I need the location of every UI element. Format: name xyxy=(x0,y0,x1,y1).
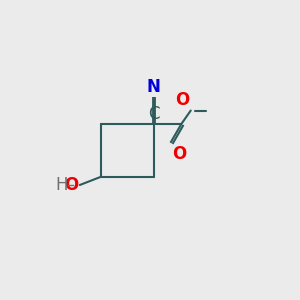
Text: H: H xyxy=(55,176,68,194)
Text: O: O xyxy=(172,145,186,163)
Text: O: O xyxy=(64,176,79,194)
Text: O: O xyxy=(175,91,190,109)
Text: C: C xyxy=(148,105,160,123)
Text: N: N xyxy=(147,78,161,96)
